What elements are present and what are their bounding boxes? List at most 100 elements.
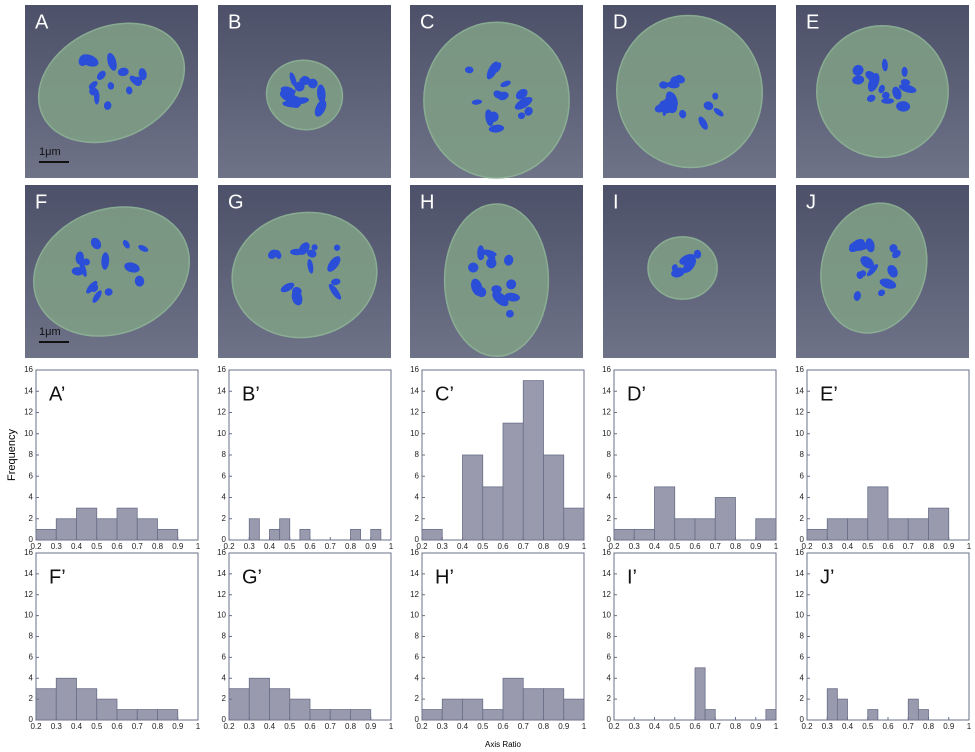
x-tick-label: 0.4 <box>457 722 469 731</box>
x-tick-label: 0.3 <box>51 542 63 551</box>
x-tick-label: 0.5 <box>477 722 489 731</box>
bar <box>350 528 362 541</box>
mitochondrion <box>852 64 864 76</box>
y-tick-label: 0 <box>607 535 612 544</box>
x-tick-label: 0.6 <box>304 722 316 731</box>
y-tick-label: 8 <box>800 632 805 641</box>
bar <box>482 709 504 721</box>
x-tick-label: 0.9 <box>172 722 184 731</box>
mitochondrion <box>485 109 494 127</box>
x-tick-label: 0.4 <box>842 722 854 731</box>
y-tick-label: 6 <box>607 652 612 661</box>
mitochondrion <box>79 260 87 277</box>
y-tick-label: 12 <box>217 408 226 417</box>
y-tick-label: 16 <box>217 548 226 557</box>
y-tick-label: 2 <box>607 514 612 523</box>
y-tick-label: 12 <box>795 590 804 599</box>
cell <box>615 14 764 169</box>
y-tick-label: 4 <box>222 493 227 502</box>
mitochondrion <box>713 108 724 117</box>
mitochondrion <box>703 101 714 111</box>
scale-bar-label: 1μm <box>39 326 61 338</box>
bar <box>867 486 889 541</box>
mitochondrion <box>103 101 112 110</box>
mitochondrion <box>471 278 483 296</box>
mitochondrion <box>117 67 129 77</box>
x-tick-label: 0.5 <box>669 722 681 731</box>
mitochondrion <box>892 86 902 100</box>
y-tick-label: 6 <box>415 471 420 480</box>
y-tick-label: 14 <box>217 569 226 578</box>
bar <box>502 677 524 721</box>
bar <box>755 518 777 541</box>
bar <box>76 688 98 721</box>
y-tick-label: 4 <box>29 493 34 502</box>
x-tick-label: 0.2 <box>223 722 235 731</box>
y-tick-label: 8 <box>415 632 420 641</box>
y-tick-label: 4 <box>607 673 612 682</box>
bar <box>136 709 158 721</box>
y-tick-label: 8 <box>607 450 612 459</box>
x-tick-label: 0.9 <box>172 542 184 551</box>
y-tick-label: 6 <box>415 652 420 661</box>
x-tick-label: 0.8 <box>345 542 357 551</box>
bar <box>228 688 250 721</box>
chart-title: H’ <box>435 566 454 588</box>
mitochondrion <box>698 116 708 130</box>
mitochondrion <box>134 275 145 287</box>
x-tick-label: 0.8 <box>538 722 550 731</box>
y-tick-label: 10 <box>217 429 226 438</box>
x-tick-label: 0.4 <box>649 722 661 731</box>
chart-title: F’ <box>49 566 66 588</box>
y-tick-label: 16 <box>217 365 226 374</box>
x-tick-label: 0.5 <box>284 542 296 551</box>
mitochondrion <box>674 74 685 84</box>
bar <box>826 688 838 721</box>
x-tick-label: 0.8 <box>730 722 742 731</box>
y-tick-label: 4 <box>607 493 612 502</box>
mitochondrion <box>712 92 719 100</box>
x-tick-label: 0.5 <box>669 542 681 551</box>
bar <box>694 667 706 721</box>
y-tick-label: 14 <box>795 569 804 578</box>
mitochondrion <box>889 244 898 253</box>
mitochondrion <box>860 256 874 269</box>
x-tick-label: 1 <box>967 542 972 551</box>
mitochondrion <box>327 256 341 272</box>
mitochondrion <box>481 249 497 257</box>
x-tick-label: 0.8 <box>730 542 742 551</box>
panel-label: I <box>613 191 619 213</box>
x-tick-label: 0.9 <box>558 542 570 551</box>
x-tick-label: 1 <box>582 542 587 551</box>
y-tick-label: 14 <box>24 386 33 395</box>
y-tick-label: 0 <box>29 715 34 724</box>
mitochondrion <box>126 86 133 95</box>
x-tick-label: 0.6 <box>689 542 701 551</box>
y-tick-label: 16 <box>602 365 611 374</box>
mitochondrion <box>331 278 341 286</box>
y-tick-label: 12 <box>24 590 33 599</box>
x-tick-label: 0.2 <box>223 542 235 551</box>
y-tick-label: 2 <box>222 694 227 703</box>
mitochondrion <box>887 264 898 278</box>
y-tick-label: 2 <box>415 514 420 523</box>
mitochondrion <box>298 242 310 255</box>
x-tick-label: 0.4 <box>457 542 469 551</box>
y-tick-label: 0 <box>607 715 612 724</box>
x-tick-label: 0.4 <box>71 722 83 731</box>
x-tick-label: 1 <box>196 542 201 551</box>
x-tick-label: 0.9 <box>750 542 762 551</box>
x-tick-label: 0.7 <box>132 722 144 731</box>
mitochondrion <box>491 285 502 294</box>
mitochondrion <box>124 262 140 273</box>
mitochondrion <box>860 270 867 277</box>
bar <box>887 518 909 541</box>
x-tick-label: 0.4 <box>649 542 661 551</box>
bar <box>462 454 484 541</box>
mitochondrion <box>294 81 305 92</box>
x-tick-label: 0.9 <box>365 722 377 731</box>
mitochondrion <box>500 80 511 88</box>
y-tick-label: 6 <box>29 471 34 480</box>
x-tick-label: 0.8 <box>923 542 935 551</box>
x-tick-label: 0.3 <box>629 722 641 731</box>
